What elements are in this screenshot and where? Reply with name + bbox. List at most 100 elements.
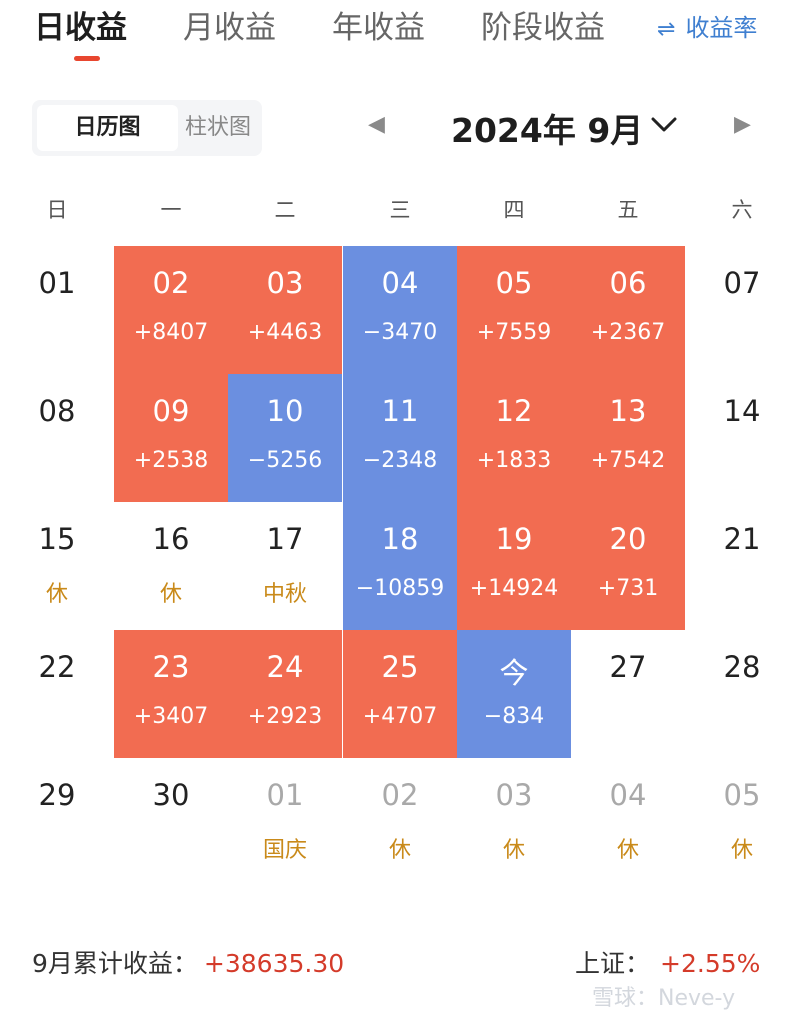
weekday-sun: 日: [46, 198, 68, 222]
calendar-day-cell[interactable]: 03 休: [457, 758, 571, 886]
day-number: 28: [723, 650, 761, 684]
return-rate-toggle[interactable]: ⇌ 收益率: [657, 8, 757, 43]
day-number: 08: [38, 394, 76, 428]
calendar-day-cell[interactable]: 03 +4463: [228, 246, 342, 374]
calendar-day-cell[interactable]: 25 +4707: [343, 630, 457, 758]
calendar-day-cell[interactable]: 30: [114, 758, 228, 886]
daily-pnl-value: +7542: [590, 448, 666, 473]
chevron-down-icon: [651, 117, 677, 132]
holiday-label: 休: [502, 838, 525, 863]
calendar-day-cell[interactable]: 12 +1833: [457, 374, 571, 502]
day-number: 01: [38, 266, 76, 300]
holiday-label: 休: [388, 838, 411, 863]
daily-pnl-value: −5256: [247, 448, 323, 473]
index-change-value: +2.55%: [660, 949, 761, 978]
daily-pnl-value: +4707: [362, 704, 438, 729]
monthly-total-amount: +38635.30: [203, 949, 345, 978]
day-number: 22: [38, 650, 76, 684]
day-number: 02: [381, 778, 419, 812]
day-number: 21: [723, 522, 761, 556]
holiday-label: 休: [159, 582, 182, 607]
calendar-day-cell[interactable]: 01: [0, 246, 114, 374]
day-number: 今: [499, 656, 529, 690]
calendar-view-button[interactable]: 日历图: [37, 105, 178, 151]
month-picker-button[interactable]: [648, 108, 680, 140]
month-title[interactable]: 2024年 9月: [451, 111, 644, 150]
tab-period-returns[interactable]: 阶段收益: [481, 10, 605, 46]
daily-pnl-value: +14924: [469, 576, 559, 601]
calendar-day-cell[interactable]: 10 −5256: [228, 374, 342, 502]
calendar-day-cell[interactable]: 22: [0, 630, 114, 758]
calendar-day-cell[interactable]: 07: [685, 246, 799, 374]
day-number: 04: [609, 778, 647, 812]
calendar-day-cell[interactable]: 今 −834: [457, 630, 571, 758]
calendar-day-cell[interactable]: 05 休: [685, 758, 799, 886]
day-number: 03: [495, 778, 533, 812]
bar-chart-view-button[interactable]: 柱状图: [184, 115, 251, 140]
calendar-day-cell[interactable]: 28: [685, 630, 799, 758]
calendar-day-cell[interactable]: 02 休: [343, 758, 457, 886]
calendar-day-cell[interactable]: 09 +2538: [114, 374, 228, 502]
previous-month-button[interactable]: ◀: [368, 112, 385, 137]
calendar-day-cell[interactable]: 04 休: [571, 758, 685, 886]
day-number: 01: [266, 778, 304, 812]
calendar-day-cell[interactable]: 14: [685, 374, 799, 502]
daily-pnl-value: +7559: [476, 320, 552, 345]
day-number: 25: [381, 650, 419, 684]
day-number: 05: [723, 778, 761, 812]
calendar-day-cell[interactable]: 23 +3407: [114, 630, 228, 758]
index-change: 上证： +2.55%: [575, 944, 760, 980]
tab-daily-returns[interactable]: 日收益: [34, 10, 127, 46]
day-number: 27: [609, 650, 647, 684]
daily-pnl-value: −3470: [362, 320, 438, 345]
day-number: 02: [152, 266, 190, 300]
day-number: 24: [266, 650, 304, 684]
tab-yearly-returns[interactable]: 年收益: [332, 10, 425, 46]
weekday-tue: 二: [274, 198, 296, 222]
calendar-day-cell[interactable]: 18 −10859: [343, 502, 457, 630]
daily-pnl-value: −10859: [355, 576, 445, 601]
day-number: 04: [381, 266, 419, 300]
day-number: 15: [38, 522, 76, 556]
index-label: 上证：: [575, 949, 651, 978]
calendar-day-cell[interactable]: 16 休: [114, 502, 228, 630]
day-number: 17: [266, 522, 304, 556]
day-number: 23: [152, 650, 190, 684]
calendar-day-cell[interactable]: 06 +2367: [571, 246, 685, 374]
next-month-button[interactable]: ▶: [734, 112, 751, 137]
day-number: 11: [381, 394, 419, 428]
daily-pnl-value: −2348: [362, 448, 438, 473]
day-number: 03: [266, 266, 304, 300]
calendar-day-cell[interactable]: 21: [685, 502, 799, 630]
triangle-left-icon: ◀: [368, 112, 385, 137]
calendar-day-cell[interactable]: 27: [571, 630, 685, 758]
day-number: 12: [495, 394, 533, 428]
calendar-day-cell[interactable]: 17 中秋: [228, 502, 342, 630]
weekday-wed: 三: [389, 198, 411, 222]
calendar-day-cell[interactable]: 11 −2348: [343, 374, 457, 502]
calendar-day-cell[interactable]: 04 −3470: [343, 246, 457, 374]
calendar-day-cell[interactable]: 08: [0, 374, 114, 502]
day-number: 16: [152, 522, 190, 556]
monthly-total-label: 9月累计收益：: [32, 949, 198, 978]
calendar-day-cell[interactable]: 02 +8407: [114, 246, 228, 374]
holiday-label: 休: [45, 582, 68, 607]
calendar-day-cell[interactable]: 05 +7559: [457, 246, 571, 374]
daily-pnl-value: −834: [483, 704, 545, 729]
daily-pnl-value: +8407: [133, 320, 209, 345]
calendar-day-cell[interactable]: 13 +7542: [571, 374, 685, 502]
daily-pnl-value: +1833: [476, 448, 552, 473]
watermark: 雪球：Neve-y: [592, 986, 736, 1011]
calendar-day-cell[interactable]: 15 休: [0, 502, 114, 630]
calendar-day-cell[interactable]: 01 国庆: [228, 758, 342, 886]
day-number: 19: [495, 522, 533, 556]
holiday-label: 休: [730, 838, 753, 863]
calendar-day-cell[interactable]: 19 +14924: [457, 502, 571, 630]
tab-monthly-returns[interactable]: 月收益: [183, 10, 276, 46]
swap-arrows-icon: ⇌: [657, 17, 676, 42]
calendar-day-cell[interactable]: 29: [0, 758, 114, 886]
calendar-day-cell[interactable]: 20 +731: [571, 502, 685, 630]
weekday-sat: 六: [731, 198, 753, 222]
calendar-day-cell[interactable]: 24 +2923: [228, 630, 342, 758]
holiday-label: 国庆: [262, 838, 307, 863]
